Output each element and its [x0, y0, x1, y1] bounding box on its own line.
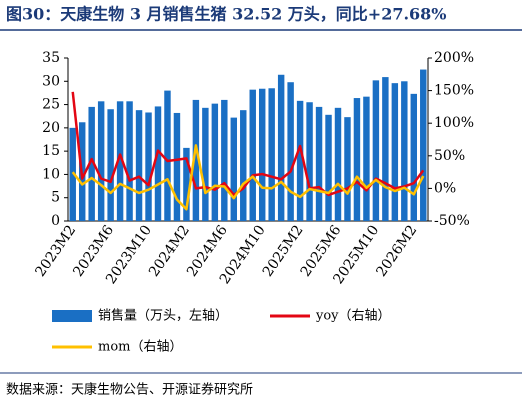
- bar: [230, 117, 238, 221]
- y2-tick-label: 50%: [434, 148, 465, 164]
- y2-tick-label: 150%: [434, 83, 474, 99]
- bar: [107, 109, 114, 221]
- bar: [145, 112, 152, 221]
- y-tick-label: 5: [51, 190, 60, 206]
- legend-swatch: [52, 310, 92, 322]
- bar: [258, 88, 266, 221]
- bar: [306, 102, 313, 221]
- bar: [211, 103, 219, 221]
- source: 数据来源：天康生物公告、开源证券研究所: [6, 382, 253, 398]
- bar: [334, 107, 342, 221]
- bar: [192, 99, 200, 221]
- bar: [296, 100, 304, 221]
- line: [71, 91, 425, 197]
- legend-label: 销售量（万头，左轴）: [98, 308, 228, 324]
- bar: [164, 90, 171, 221]
- bar: [173, 112, 181, 221]
- bar: [240, 110, 247, 221]
- bar: [391, 83, 399, 221]
- y2-tick-label: 0%: [434, 180, 456, 196]
- bar: [277, 74, 285, 221]
- bar: [325, 114, 332, 221]
- bar: [420, 69, 427, 221]
- bar: [202, 107, 209, 221]
- bar: [268, 88, 275, 222]
- bar: [287, 82, 294, 222]
- y-tick-label: 10: [42, 166, 60, 182]
- bar: [88, 106, 95, 221]
- y-tick-label: 0: [51, 213, 60, 229]
- y-tick-label: 30: [42, 73, 60, 89]
- bar: [382, 77, 389, 221]
- bar: [401, 81, 408, 222]
- y-tick-label: 20: [42, 120, 60, 136]
- y-tick-label: 35: [42, 50, 60, 66]
- y2-tick-label: 100%: [434, 115, 474, 131]
- bar: [135, 110, 143, 221]
- chart-title: 图30：天康生物 3 月销售生猪 32.52 万头，同比+27.68%: [6, 5, 447, 24]
- legend-label: mom（右轴）: [98, 340, 182, 355]
- bar: [97, 101, 105, 221]
- bar: [69, 127, 76, 221]
- legend-label: yoy（右轴）: [315, 309, 391, 324]
- bar: [363, 96, 370, 221]
- bar: [315, 106, 323, 221]
- bar: [116, 101, 124, 221]
- bar: [126, 101, 133, 221]
- bar: [249, 89, 256, 221]
- line: [71, 144, 425, 211]
- bar: [353, 98, 361, 221]
- y2-tick-label: 200%: [434, 50, 474, 66]
- bar: [410, 93, 418, 221]
- bar: [183, 147, 190, 221]
- y-tick-label: 15: [42, 143, 60, 159]
- y-tick-label: 25: [42, 97, 60, 113]
- bar: [221, 99, 228, 221]
- bar: [154, 106, 162, 221]
- y2-tick-label: -50%: [434, 213, 470, 229]
- bar: [344, 117, 351, 221]
- bar: [372, 80, 380, 222]
